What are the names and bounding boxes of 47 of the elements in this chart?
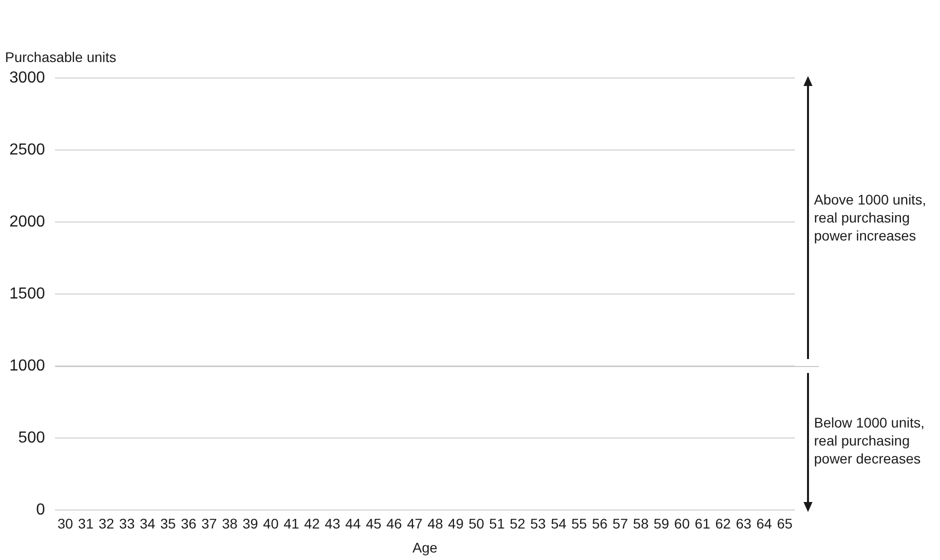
x-tick-label: 39 <box>242 515 258 532</box>
x-tick-label: 34 <box>140 515 156 532</box>
text: Below 1000 units, real purchasing power decreases <box>814 414 925 466</box>
x-tick-label: 37 <box>201 515 218 532</box>
x-tick-label: 53 <box>530 515 546 532</box>
x-tick-label: 33 <box>119 515 135 532</box>
x-tick-label: 55 <box>571 515 588 532</box>
x-tick-label: 51 <box>489 515 505 532</box>
x-tick-label: 63 <box>736 515 752 532</box>
x-tick-label: 60 <box>674 515 690 532</box>
x-tick-label: 57 <box>612 515 628 532</box>
x-tick-label: 44 <box>345 515 362 532</box>
x-tick-label: 49 <box>448 515 464 532</box>
x-tick-label: 31 <box>78 515 94 532</box>
x-tick-label: 64 <box>756 515 772 532</box>
y-tick-label: 3000 <box>9 69 46 86</box>
x-tick-label: 65 <box>776 515 793 532</box>
x-tick-label: 58 <box>633 515 649 532</box>
x-tick-label: 56 <box>592 515 608 532</box>
y-tick-label: 2000 <box>9 213 46 230</box>
x-axis-title: Age <box>412 539 438 556</box>
x-tick-label: 32 <box>98 515 114 532</box>
text: Above 1000 units, real purchasing power increases <box>814 191 926 244</box>
x-tick-label: 48 <box>427 515 444 532</box>
x-tick-label: 52 <box>510 515 526 532</box>
x-tick-label: 50 <box>468 515 484 532</box>
x-tick-label: 42 <box>304 515 320 532</box>
y-tick-label: 500 <box>18 429 46 446</box>
y-axis-title: Purchasable units <box>5 49 116 65</box>
y-tick-label: 2500 <box>9 141 46 158</box>
y-tick-label: 0 <box>36 501 46 518</box>
y-tick-label: 1500 <box>9 285 46 302</box>
x-tick-label: 43 <box>324 515 340 532</box>
x-tick-label: 38 <box>222 515 238 532</box>
x-tick-label: 61 <box>694 515 710 532</box>
x-tick-label: 30 <box>57 515 74 532</box>
x-tick-label: 54 <box>550 515 567 532</box>
x-tick-label: 36 <box>180 515 197 532</box>
y-tick-label: 1000 <box>9 357 46 374</box>
x-tick-label: 47 <box>406 515 423 532</box>
x-tick-label: 45 <box>366 515 382 532</box>
x-tick-label: 41 <box>284 515 300 532</box>
x-tick-label: 35 <box>160 515 176 532</box>
x-tick-label: 59 <box>654 515 670 532</box>
x-tick-label: 62 <box>715 515 732 532</box>
x-tick-label: 40 <box>263 515 279 532</box>
x-tick-label: 46 <box>386 515 402 532</box>
